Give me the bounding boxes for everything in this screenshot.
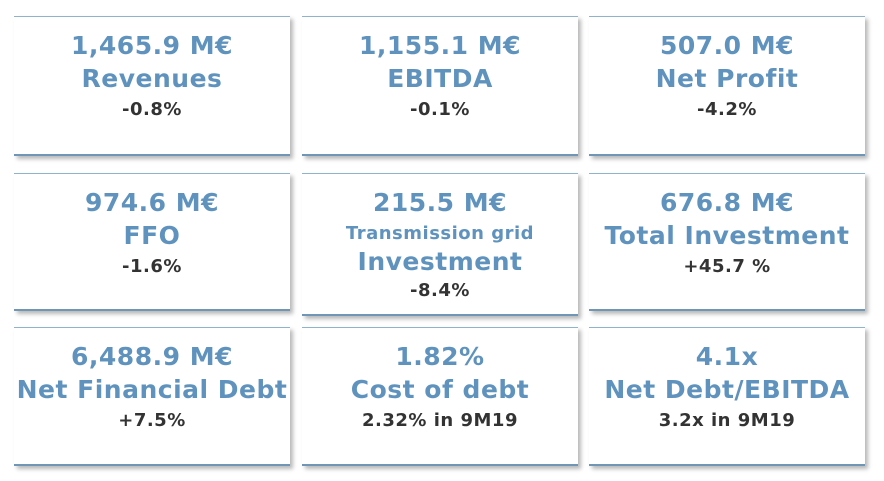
kpi-change: +7.5% xyxy=(118,410,186,431)
kpi-label: Investment xyxy=(357,247,523,276)
kpi-card-cost-of-debt: 1.82% Cost of debt 2.32% in 9M19 xyxy=(302,327,578,466)
kpi-change: -0.8% xyxy=(122,99,182,120)
kpi-card-revenues: 1,465.9 M€ Revenues -0.8% xyxy=(14,16,290,156)
kpi-card-net-debt-ebitda: 4.1x Net Debt/EBITDA 3.2x in 9M19 xyxy=(589,327,865,466)
kpi-value: 6,488.9 M€ xyxy=(71,342,233,371)
kpi-card-net-financial-debt: 6,488.9 M€ Net Financial Debt +7.5% xyxy=(14,327,290,466)
kpi-label: Total Investment xyxy=(604,221,850,250)
kpi-label: Cost of debt xyxy=(350,375,530,404)
kpi-card-net-profit: 507.0 M€ Net Profit -4.2% xyxy=(589,16,865,156)
kpi-change: +45.7 % xyxy=(683,256,771,277)
kpi-label: Net Debt/EBITDA xyxy=(604,375,850,404)
kpi-value: 1,465.9 M€ xyxy=(71,31,233,60)
kpi-card-total-investment: 676.8 M€ Total Investment +45.7 % xyxy=(589,173,865,311)
kpi-label: Net Profit xyxy=(655,64,799,93)
kpi-change: -0.1% xyxy=(410,99,470,120)
kpi-value: 974.6 M€ xyxy=(84,188,220,217)
kpi-label: FFO xyxy=(123,221,181,250)
kpi-change: -4.2% xyxy=(697,99,757,120)
kpi-value: 4.1x xyxy=(695,342,759,371)
kpi-value: 215.5 M€ xyxy=(372,188,508,217)
kpi-sublabel: Transmission grid xyxy=(345,223,535,244)
kpi-value: 507.0 M€ xyxy=(659,31,795,60)
kpi-card-transmission-investment: 215.5 M€ Transmission grid Investment -8… xyxy=(302,173,578,316)
kpi-label: Revenues xyxy=(81,64,223,93)
kpi-change: 3.2x in 9M19 xyxy=(658,410,796,431)
kpi-label: EBITDA xyxy=(387,64,493,93)
kpi-value: 1.82% xyxy=(395,342,485,371)
kpi-value: 1,155.1 M€ xyxy=(359,31,521,60)
kpi-label: Net Financial Debt xyxy=(16,375,288,404)
kpi-card-ffo: 974.6 M€ FFO -1.6% xyxy=(14,173,290,311)
kpi-value: 676.8 M€ xyxy=(659,188,795,217)
kpi-change: -1.6% xyxy=(122,256,182,277)
kpi-change: -8.4% xyxy=(410,280,470,301)
kpi-change: 2.32% in 9M19 xyxy=(362,410,518,431)
kpi-card-ebitda: 1,155.1 M€ EBITDA -0.1% xyxy=(302,16,578,156)
